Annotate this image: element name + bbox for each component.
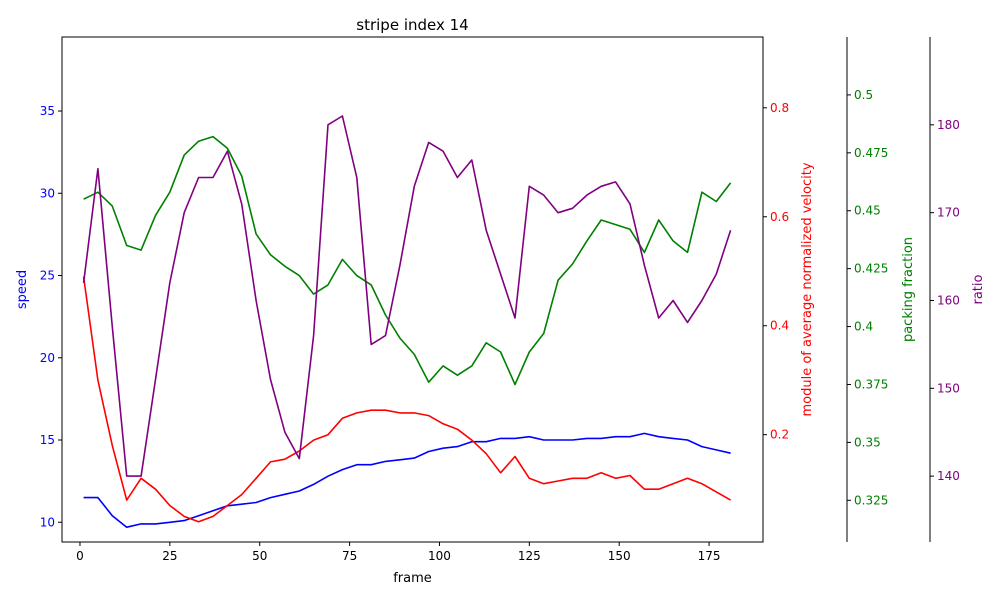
ratio-series-line	[82, 115, 732, 477]
ratio-tick-label: 160	[937, 293, 960, 307]
x-tick-label: 0	[76, 549, 84, 563]
speed-tick-label: 10	[40, 515, 55, 529]
speed-tick-label: 20	[40, 351, 55, 365]
velocity-tick-label: 0.4	[770, 319, 789, 333]
x-axis-label: frame	[393, 571, 432, 586]
x-tick-label: 175	[698, 549, 721, 563]
chart-title: stripe index 14	[356, 16, 468, 34]
velocity-tick-label: 0.8	[770, 101, 789, 115]
ratio-tick-label: 170	[937, 206, 960, 220]
x-tick-label: 25	[162, 549, 177, 563]
velocity-tick-label: 0.6	[770, 210, 789, 224]
ratio-tick-label: 180	[937, 118, 960, 132]
x-tick-label: 100	[428, 549, 451, 563]
x-tick-label: 75	[342, 549, 357, 563]
speed-series-line	[83, 432, 731, 529]
packing-tick-label: 0.35	[854, 435, 881, 449]
packing-tick-label: 0.4	[854, 320, 873, 334]
speed-tick-label: 15	[40, 433, 55, 447]
speed-tick-label: 25	[40, 269, 55, 283]
velocity-series-line	[82, 276, 731, 523]
plot-frame	[61, 36, 764, 543]
x-tick-label: 125	[518, 549, 541, 563]
ratio-tick-label: 150	[937, 381, 960, 395]
ratio-tick-label: 140	[937, 469, 960, 483]
x-tick-label: 50	[252, 549, 267, 563]
speed-tick-label: 35	[40, 104, 55, 118]
speed-tick-label: 30	[40, 186, 55, 200]
packing-axis-label: packing fraction	[901, 237, 916, 342]
x-tick-label: 150	[608, 549, 631, 563]
packing-tick-label: 0.425	[854, 262, 888, 276]
velocity-axis-label: module of average normalized velocity	[800, 162, 815, 416]
packing-series-line	[83, 135, 732, 386]
packing-tick-label: 0.475	[854, 146, 888, 160]
packing-tick-label: 0.375	[854, 377, 888, 391]
speed-axis-label: speed	[15, 270, 30, 309]
packing-tick-label: 0.45	[854, 204, 881, 218]
ratio-axis-label: ratio	[971, 274, 986, 304]
velocity-tick-label: 0.2	[770, 428, 789, 442]
packing-tick-label: 0.325	[854, 493, 888, 507]
packing-tick-label: 0.5	[854, 88, 873, 102]
